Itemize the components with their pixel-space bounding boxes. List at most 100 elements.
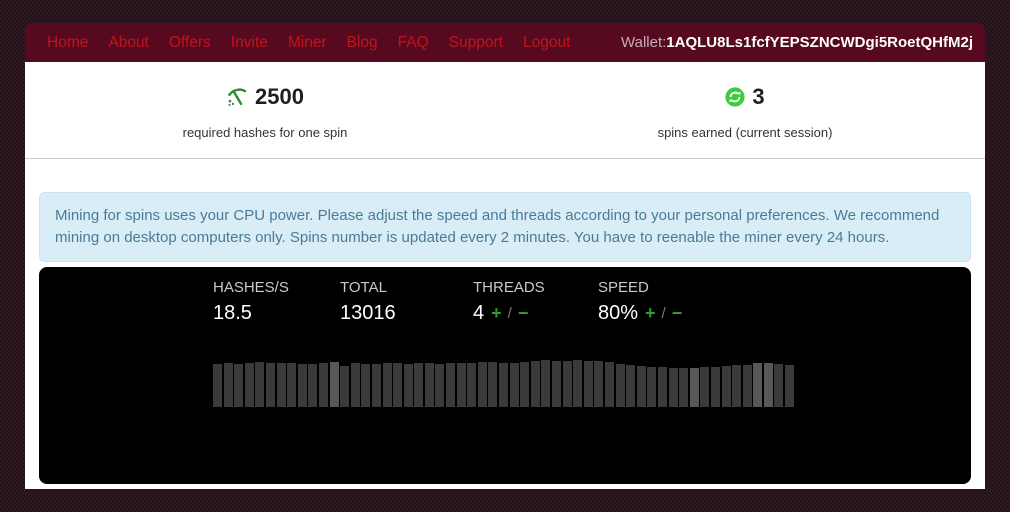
hashrate-bar	[340, 366, 350, 407]
required-hashes-row: 2500	[25, 82, 505, 112]
miner-panel: HASHES/S 18.5 TOTAL 13016 THREADS 4 +	[39, 267, 971, 484]
speed-separator: /	[661, 304, 666, 322]
hashrate-bar	[234, 364, 244, 407]
miner-stats-row: HASHES/S 18.5 TOTAL 13016 THREADS 4 +	[213, 279, 797, 325]
hashrate-bar	[509, 363, 519, 407]
hashrate-bar	[318, 363, 328, 407]
hashes-per-sec-value: 18.5	[213, 302, 252, 324]
required-hashes-value: 2500	[255, 84, 304, 109]
stats-row: 2500 required hashes for one spin	[25, 62, 985, 142]
nav-item-about[interactable]: About	[108, 34, 149, 51]
hashrate-bar	[562, 361, 572, 407]
hashrate-bar	[382, 363, 392, 407]
nav-links: Home About Offers Invite Miner Blog FAQ Support…	[37, 23, 580, 62]
hashrate-bar	[276, 363, 286, 407]
speed-header: SPEED	[598, 279, 649, 296]
section-divider	[25, 158, 985, 159]
hashrate-bar	[424, 363, 434, 407]
hashrate-bar	[435, 364, 445, 407]
speed-increase-button[interactable]: +	[645, 303, 656, 323]
hashrate-bar	[530, 361, 540, 407]
hashrate-bar	[213, 364, 222, 407]
hashrate-bar	[785, 365, 795, 407]
hashrate-bar	[583, 361, 593, 407]
nav-item-support[interactable]: Support	[448, 34, 503, 51]
hashrate-bar	[255, 362, 265, 407]
miner-col-speed: SPEED 80% + / −	[598, 279, 797, 325]
wallet-label: Wallet:	[621, 34, 667, 51]
hashrate-bar	[393, 363, 403, 407]
stat-required-hashes: 2500 required hashes for one spin	[25, 82, 505, 142]
hashrate-bar	[647, 367, 657, 407]
threads-controls: + / −	[491, 303, 528, 323]
hashrate-bar	[456, 363, 466, 407]
hashrate-graph	[213, 359, 797, 407]
wallet-address: 1AQLU8Ls1fcfYEPSZNCWDgi5RoetQHfM2j	[666, 34, 973, 51]
threads-decrease-button[interactable]: −	[517, 303, 529, 323]
speed-decrease-button[interactable]: −	[671, 303, 683, 323]
miner-col-total: TOTAL 13016	[340, 279, 473, 325]
hashrate-bar	[774, 364, 784, 407]
threads-separator: /	[507, 304, 512, 322]
hashrate-bar	[753, 363, 763, 407]
main-nav: Home About Offers Invite Miner Blog FAQ Support…	[25, 23, 985, 62]
hashrate-bar	[446, 363, 456, 407]
hashrate-bar	[541, 360, 551, 407]
hashrate-bar	[371, 364, 381, 407]
hashrate-bar	[361, 364, 371, 407]
threads-header: THREADS	[473, 279, 545, 296]
stat-spins-earned: 3 spins earned (current session)	[505, 82, 985, 142]
hashrate-bar	[223, 363, 233, 407]
nav-item-home[interactable]: Home	[47, 34, 89, 51]
hashrate-bar	[604, 362, 614, 407]
threads-value: 4	[473, 302, 485, 324]
pickaxe-icon	[226, 86, 248, 108]
nav-item-faq[interactable]: FAQ	[397, 34, 429, 51]
hashrate-bar	[403, 364, 413, 407]
miner-col-hashes-per-sec: HASHES/S 18.5	[213, 279, 340, 325]
hashrate-bar	[265, 363, 275, 407]
nav-item-invite[interactable]: Invite	[230, 34, 268, 51]
speed-controls: + / −	[645, 303, 682, 323]
hashrate-bar	[721, 366, 731, 407]
total-value: 13016	[340, 302, 396, 324]
hashrate-bar	[742, 365, 752, 407]
speed-value: 80%	[598, 302, 639, 324]
hashrate-bar	[689, 368, 699, 407]
sync-icon	[725, 87, 745, 107]
hashrate-bar	[350, 363, 360, 407]
spins-earned-label: spins earned (current session)	[657, 125, 833, 140]
hashrate-bar	[700, 367, 710, 407]
hashrate-bar	[626, 365, 636, 407]
hashrate-bar	[636, 366, 646, 407]
hashrate-bar	[520, 362, 530, 407]
hashrate-bar	[732, 365, 742, 407]
spins-earned-row: 3	[505, 82, 985, 112]
nav-item-blog[interactable]: Blog	[346, 34, 378, 51]
hashrate-bar	[244, 363, 254, 407]
hashrate-bar	[668, 368, 678, 407]
hashrate-bar	[594, 361, 604, 407]
nav-item-logout[interactable]: Logout	[522, 34, 571, 51]
hashrate-bar	[679, 368, 689, 407]
hashrate-bar	[657, 367, 667, 407]
hashrate-bar	[287, 363, 297, 407]
miner-inner: HASHES/S 18.5 TOTAL 13016 THREADS 4 +	[213, 279, 797, 407]
hashrate-bar	[573, 360, 583, 407]
page-container: Home About Offers Invite Miner Blog FAQ Support…	[25, 23, 985, 489]
hashrate-bar	[477, 362, 487, 407]
total-header: TOTAL	[340, 279, 387, 296]
content-area: 2500 required hashes for one spin	[25, 62, 985, 489]
hashrate-bar	[488, 362, 498, 407]
required-hashes-label: required hashes for one spin	[182, 125, 348, 140]
hashrate-bar	[308, 364, 318, 407]
hashrate-bar	[499, 363, 509, 407]
miner-col-threads: THREADS 4 + / −	[473, 279, 598, 325]
hashrate-bar	[414, 363, 424, 407]
nav-item-offers[interactable]: Offers	[168, 34, 211, 51]
threads-increase-button[interactable]: +	[491, 303, 502, 323]
wallet-display: Wallet:1AQLU8Ls1fcfYEPSZNCWDgi5RoetQHfM2…	[621, 34, 973, 51]
nav-item-miner[interactable]: Miner	[287, 34, 327, 51]
hashes-per-sec-header: HASHES/S	[213, 279, 289, 296]
hashrate-bar	[329, 362, 339, 407]
